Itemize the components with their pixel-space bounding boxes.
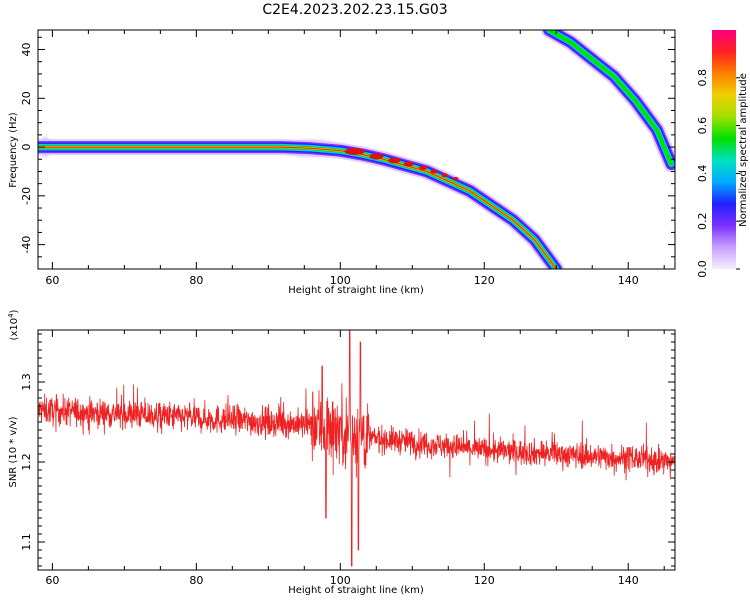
x-tick-label: 60 <box>45 274 59 287</box>
colorbar-tick-label: 0.6 <box>696 117 709 135</box>
snr-multiplier-label: (x104) <box>7 309 20 340</box>
snr-y-ticks: 1.1 1.2 1.3 <box>20 333 675 567</box>
colorbar-tick-label: 0.0 <box>696 260 709 278</box>
y-tick-label: 40 <box>20 43 33 57</box>
x-tick-label: 60 <box>45 574 59 587</box>
spectrogram-x-ticks: 60 80 100 120 140 <box>45 30 665 287</box>
ridge-layer <box>543 30 675 171</box>
ridge-layer <box>38 146 558 269</box>
spectrogram-y-axis-label: Frequency (Hz) <box>8 112 19 188</box>
ridge-peak <box>452 176 459 181</box>
colorbar-tick-label: 0.4 <box>696 165 709 183</box>
ridge-layer <box>38 142 561 269</box>
colorbar-tick-label: 0.2 <box>696 212 709 230</box>
colorbar-tick-label: 0.8 <box>696 69 709 87</box>
x-tick-label: 80 <box>189 274 203 287</box>
snr-x-ticks: 60 80 100 120 140 <box>45 330 665 587</box>
ridge-layer <box>544 30 675 169</box>
ridge-layer <box>38 146 557 269</box>
y-tick-label: 1.2 <box>20 453 33 471</box>
ridge-peak <box>369 153 384 160</box>
y-tick-label: -20 <box>20 187 33 205</box>
x-tick-label: 120 <box>474 574 495 587</box>
snr-frame <box>37 329 676 571</box>
ridge-peak <box>430 169 438 174</box>
ridge-peak <box>388 157 401 164</box>
x-tick-label: 80 <box>189 574 203 587</box>
ridge-peak <box>344 147 365 155</box>
x-tick-label: 100 <box>330 574 351 587</box>
y-tick-label: 0 <box>20 144 33 151</box>
ridge-layer <box>545 30 675 168</box>
x-tick-label: 140 <box>618 274 639 287</box>
spectrogram-frame <box>37 29 676 270</box>
ridge-peak <box>441 173 448 178</box>
ridge-layer <box>547 30 674 167</box>
x-tick-label: 100 <box>330 274 351 287</box>
y-tick-label: 1.1 <box>20 533 33 551</box>
y-tick-label: 20 <box>20 91 33 105</box>
y-tick-label: 1.3 <box>20 373 33 391</box>
snr-y-axis-label: SNR (10 * v/v) <box>8 416 19 487</box>
ridge-peak <box>403 161 414 167</box>
x-tick-label: 120 <box>474 274 495 287</box>
snr-series-line <box>38 330 675 567</box>
chart-title: C2E4.2023.202.23.15.G03 <box>262 2 447 18</box>
spectrogram-plot-area <box>38 30 675 269</box>
snr-panel: 60 80 100 120 140 1.1 1.2 1.3 Height of straig… <box>7 309 676 596</box>
colorbar: 0.0 0.2 0.4 0.6 0.8 Normalized spectral ampl… <box>696 30 749 278</box>
colorbar-gradient <box>712 30 736 269</box>
ridge-main <box>38 139 565 269</box>
ridge-layer <box>38 141 563 269</box>
ridge-peak <box>419 165 428 170</box>
ridge-layer <box>38 143 560 269</box>
spectrogram-panel: 60 80 100 120 140 -40 -20 0 20 40 Height of stra… <box>8 29 676 296</box>
ridge-upper <box>541 30 675 173</box>
x-tick-label: 140 <box>618 574 639 587</box>
ridge-layer <box>541 30 675 173</box>
ridge-layer <box>38 145 559 269</box>
snr-plot-area <box>38 330 675 567</box>
colorbar-ticks: 0.0 0.2 0.4 0.6 0.8 <box>696 69 740 278</box>
spectrogram-y-ticks: -40 -20 0 20 40 <box>20 36 675 270</box>
spectrogram-x-axis-label: Height of straight line (km) <box>288 285 424 296</box>
colorbar-label: Normalized spectral amplitude <box>738 73 749 227</box>
y-tick-label: -40 <box>20 236 33 254</box>
snr-x-axis-label: Height of straight line (km) <box>288 585 424 596</box>
ridge-layer <box>38 139 565 269</box>
